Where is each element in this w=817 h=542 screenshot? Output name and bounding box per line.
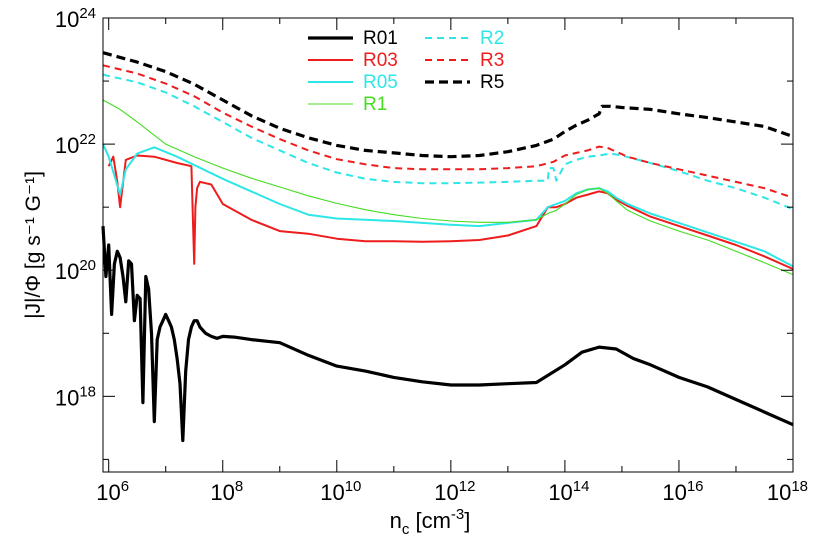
legend-label: R01	[363, 28, 398, 49]
legend-entry-r3: R3	[425, 50, 504, 71]
legend-entry-r1: R1	[308, 94, 387, 115]
series-line-r2	[102, 73, 794, 211]
x-tick-label: 1016	[662, 478, 703, 505]
legend-entry-r2: R2	[425, 28, 504, 49]
legend-entry-r03: R03	[308, 50, 398, 71]
legend-entry-r01: R01	[308, 28, 398, 49]
series-line-r5	[102, 51, 794, 159]
legend-label: R05	[363, 72, 398, 93]
series-line-r1	[102, 99, 794, 276]
y-tick-label: 1022	[55, 131, 96, 158]
x-axis-label: nc [cm-3]	[390, 506, 471, 538]
legend-label: R03	[363, 50, 398, 71]
series-layer	[101, 51, 794, 443]
x-tick-label: 1014	[548, 478, 589, 505]
x-tick-label: 108	[210, 478, 243, 505]
y-tick-label: 1020	[55, 257, 96, 284]
legend-entry-r05: R05	[308, 72, 398, 93]
legend-label: R5	[480, 72, 504, 93]
y-axis-label: |J|/Φ [g s⁻¹ G⁻¹]	[22, 171, 45, 319]
plot-frame	[102, 17, 794, 473]
series-line-r05	[102, 143, 794, 268]
x-tick-label: 1012	[434, 478, 475, 505]
series-line-r3	[102, 64, 794, 199]
y-tick-label: 1018	[55, 383, 96, 410]
series-line-r01	[101, 226, 794, 443]
legend-label: R3	[480, 50, 504, 71]
x-tick-label: 1018	[767, 478, 808, 505]
legend-label: R1	[363, 94, 387, 115]
series-line-r03	[107, 154, 794, 270]
legend-label: R2	[480, 28, 504, 49]
x-tick-label: 1010	[320, 478, 361, 505]
ticks-layer: 106 108 1010 1012 1014 1016 1018 1018 1020 1022 10…	[55, 5, 808, 505]
y-tick-label: 1024	[55, 5, 96, 32]
x-tick-label: 106	[96, 478, 129, 505]
legend-entry-r5: R5	[425, 72, 504, 93]
